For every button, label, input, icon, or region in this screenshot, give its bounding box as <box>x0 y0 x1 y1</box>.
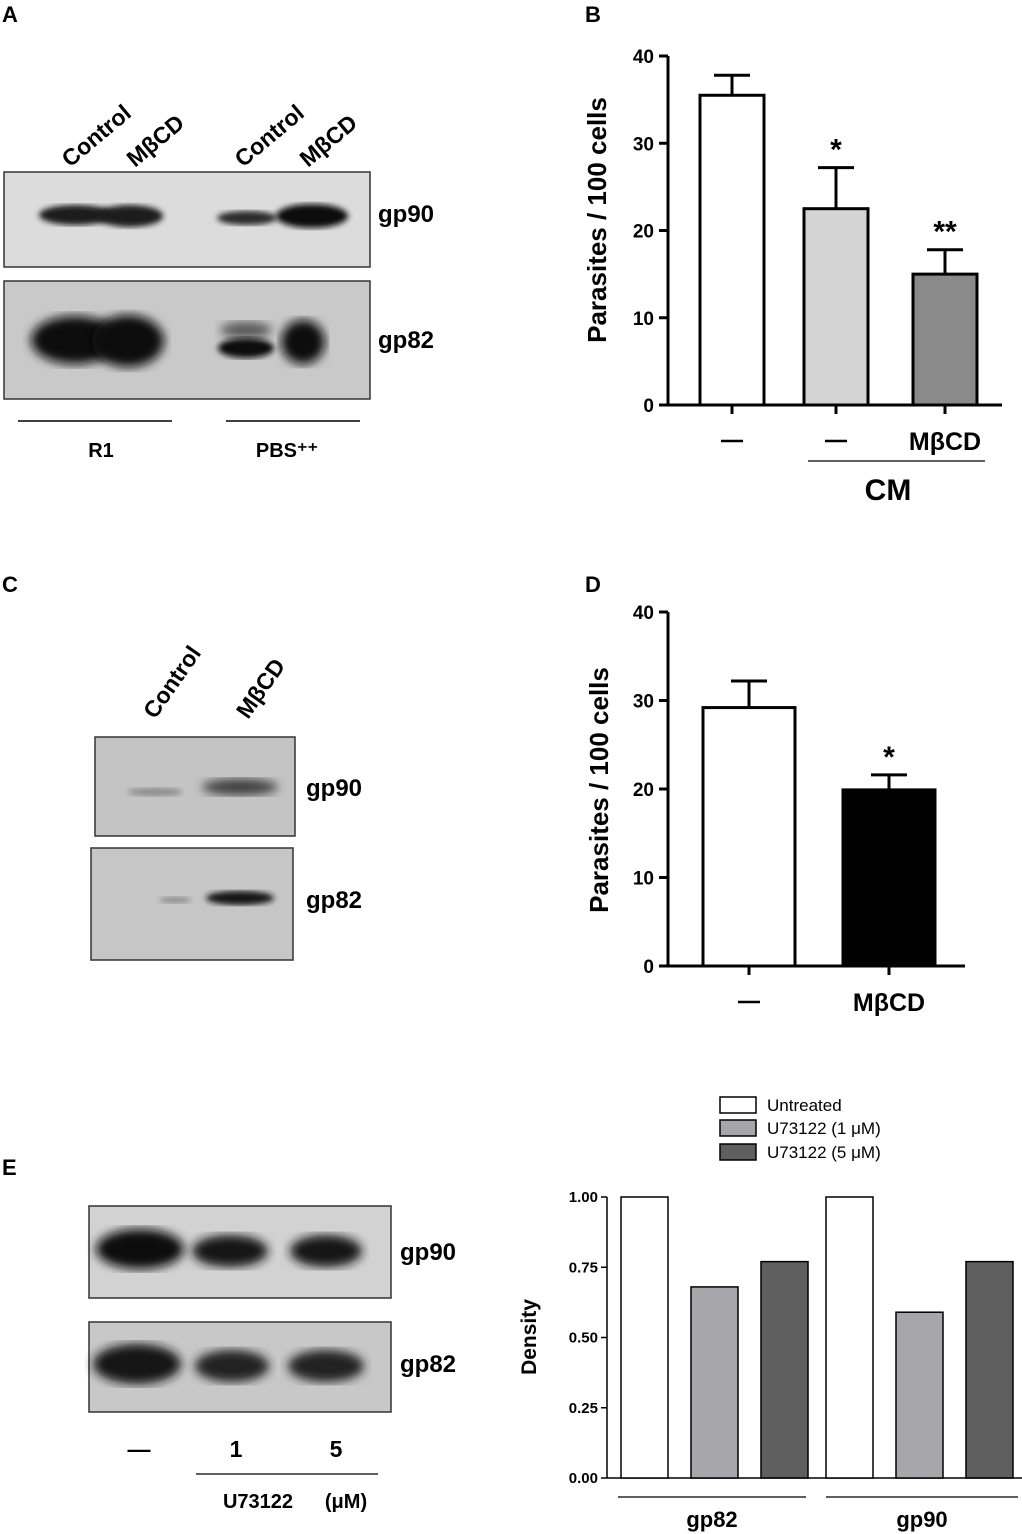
bar-e <box>965 1260 1014 1479</box>
lane-label-a-3: Control <box>230 99 309 171</box>
y-tick-label-e: 0.25 <box>569 1400 598 1417</box>
chart-b: B Parasites / 100 cells CM 010203040***M… <box>582 2 1002 507</box>
group-label-r1: R1 <box>88 440 114 462</box>
legend-label-e: U73122 (5 μM) <box>767 1143 881 1162</box>
legend-swatch-e <box>719 1096 757 1114</box>
y-tick-label-d: 40 <box>633 603 654 624</box>
blot-e-gp90 <box>88 1205 392 1299</box>
bar-e <box>760 1260 809 1479</box>
band-label-c-gp90: gp90 <box>306 775 362 802</box>
panel-c: C Control MβCD gp90 gp82 <box>2 572 362 961</box>
bar-e <box>895 1311 944 1479</box>
y-axis-label-d: Parasites / 100 cells <box>584 667 614 913</box>
band-label-a-gp82: gp82 <box>378 327 434 354</box>
significance-d: * <box>883 741 895 774</box>
band-label-e-gp82: gp82 <box>400 1351 456 1378</box>
y-tick-label-e: 0.75 <box>569 1259 598 1276</box>
blot-c-gp90 <box>94 736 296 837</box>
legend-label-e: Untreated <box>767 1096 842 1115</box>
x-tick-label-e: gp90 <box>896 1507 947 1532</box>
legend-swatch-e <box>719 1143 757 1161</box>
legend-label-e: U73122 (1 μM) <box>767 1119 881 1138</box>
legend-swatch-e <box>719 1119 757 1137</box>
y-axis-label-b: Parasites / 100 cells <box>582 97 612 343</box>
bar-e <box>825 1196 874 1479</box>
panel-a: A Control MβCD Control MβCD gp90 gp82 R1… <box>2 2 434 462</box>
bar-b <box>911 272 979 407</box>
y-tick-label-d: 20 <box>633 780 654 801</box>
blot-a-gp90 <box>3 171 371 268</box>
panel-letter-d: D <box>585 572 601 597</box>
x-tick-label-b: MβCD <box>909 428 981 456</box>
y-tick-label-e: 0.00 <box>569 1470 598 1487</box>
group-label-cm: CM <box>865 474 912 507</box>
legend-e: Untreated U73122 (1 μM) U73122 (5 μM) <box>719 1096 881 1162</box>
significance-b: * <box>830 134 842 167</box>
bar-e <box>690 1286 739 1479</box>
unit-label-e: (μM) <box>325 1491 367 1513</box>
band-label-c-gp82: gp82 <box>306 887 362 914</box>
y-tick-label-b: 20 <box>633 222 654 243</box>
panel-letter-b: B <box>585 2 601 27</box>
band-label-a-gp90: gp90 <box>378 201 434 228</box>
lane-label-c-2: MβCD <box>231 654 290 723</box>
lane-label-e-1: — <box>128 1436 151 1462</box>
lane-label-c-1: Control <box>138 641 206 723</box>
group-label-pbs: PBS⁺⁺ <box>256 440 318 462</box>
y-tick-label-e: 0.50 <box>569 1330 598 1347</box>
bar-b <box>802 207 870 407</box>
panel-letter-e: E <box>2 1155 17 1180</box>
y-tick-label-d: 10 <box>633 869 654 890</box>
y-tick-label-e: 1.00 <box>569 1189 598 1206</box>
blot-e-gp82 <box>88 1321 392 1413</box>
blot-c-gp82 <box>90 847 294 961</box>
bar-b <box>698 93 766 407</box>
lane-label-a-1: Control <box>57 99 136 171</box>
lane-label-e-2: 1 <box>230 1436 243 1462</box>
chart-d: D Parasites / 100 cells 0 10 20 30 40 * MβCD <box>584 572 965 1017</box>
y-tick-label-b: 30 <box>633 134 654 155</box>
blot-a-gp82 <box>3 280 371 400</box>
treatment-label-e: U73122 <box>223 1491 293 1513</box>
x-tick-label-e: gp82 <box>686 1507 737 1532</box>
y-tick-label-b: 0 <box>643 396 654 417</box>
chart-e: Density Untreated U73122 (1 μM) U73122 (5 … <box>518 1096 1022 1532</box>
y-axis-label-e: Density <box>518 1299 541 1375</box>
y-tick-label-d: 0 <box>643 957 654 978</box>
bar-d <box>701 706 797 968</box>
x-tick-label-d: MβCD <box>853 989 925 1017</box>
band-label-e-gp90: gp90 <box>400 1239 456 1266</box>
panel-letter-c: C <box>2 572 18 597</box>
y-tick-label-b: 10 <box>633 309 654 330</box>
y-tick-label-d: 30 <box>633 692 654 713</box>
bar-e <box>620 1196 669 1479</box>
significance-b: ** <box>933 216 957 249</box>
lane-label-e-3: 5 <box>330 1436 343 1462</box>
panel-e-blot: E gp90 gp82 — 1 5 U73122 (μM) <box>2 1155 456 1513</box>
panel-letter-a: A <box>2 2 18 27</box>
bar-d <box>841 788 937 968</box>
y-tick-label-b: 40 <box>633 47 654 68</box>
